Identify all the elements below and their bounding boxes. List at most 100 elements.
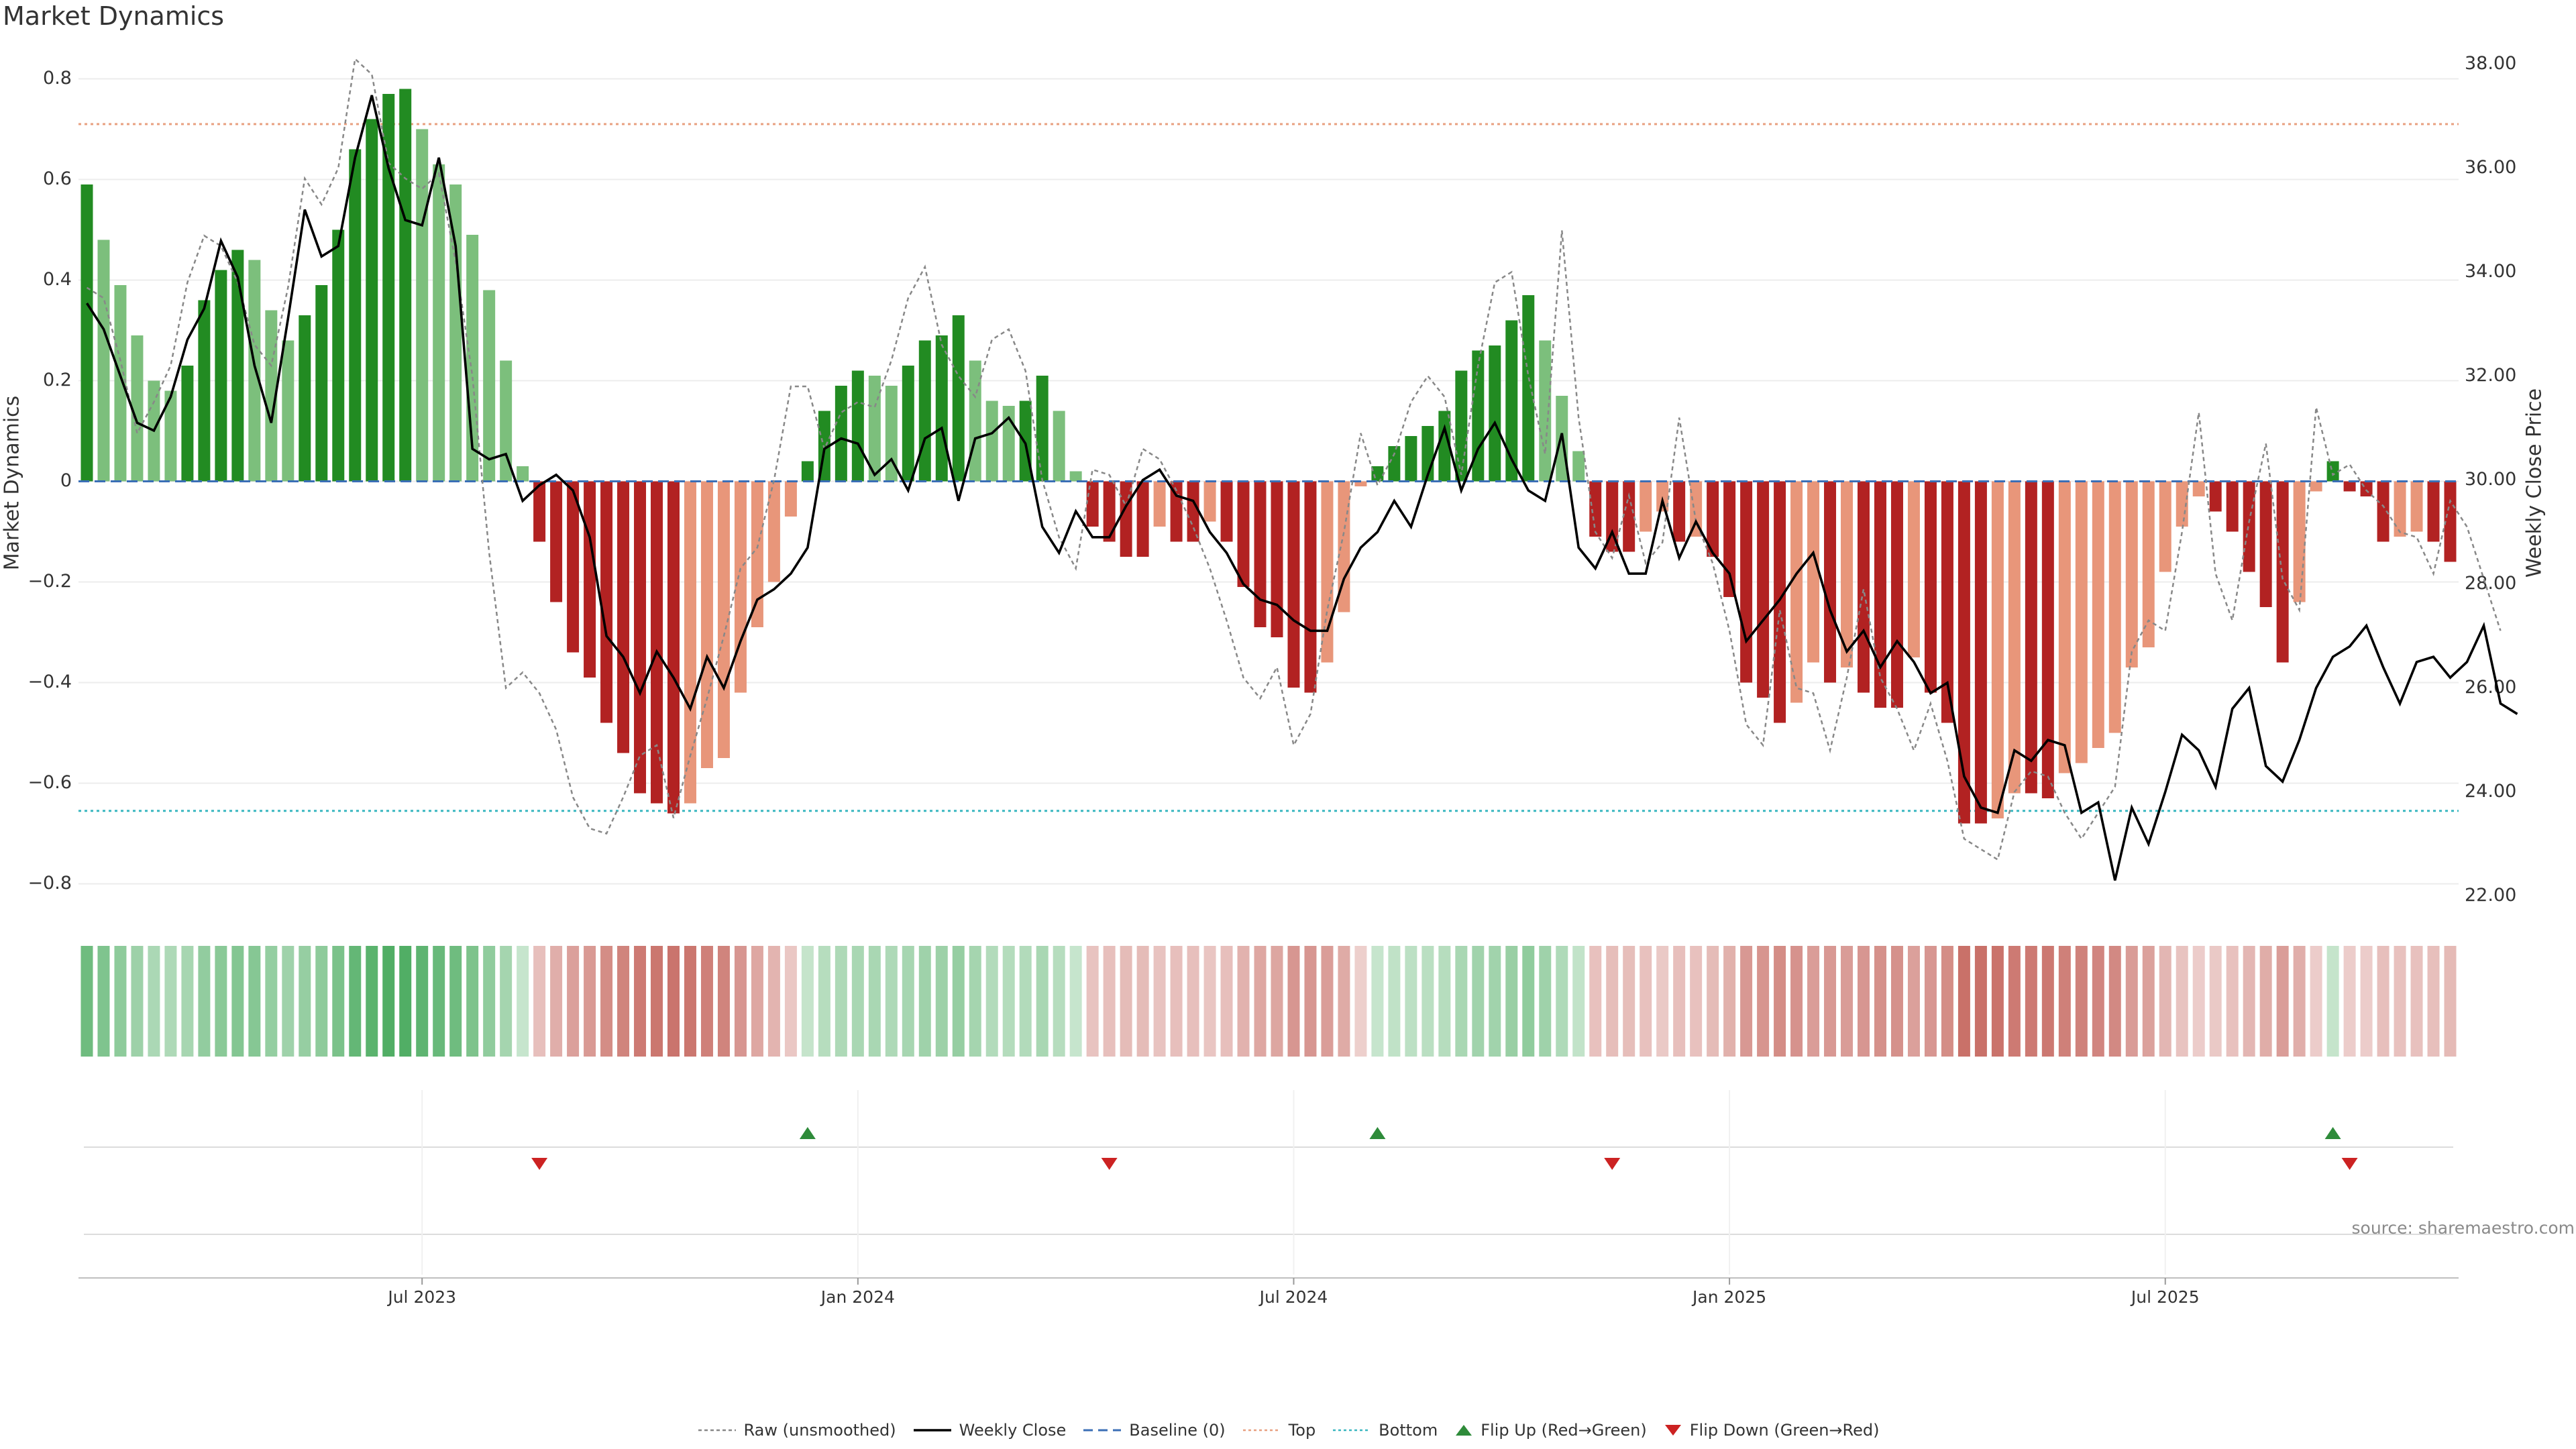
bar bbox=[1086, 481, 1099, 527]
chart-title: Market Dynamics bbox=[3, 1, 225, 31]
bar bbox=[131, 335, 144, 482]
strip-cell bbox=[1539, 946, 1552, 1057]
strip-cell bbox=[1371, 946, 1384, 1057]
flip-up-marker bbox=[799, 1127, 816, 1139]
legend-label-close: Weekly Close bbox=[959, 1421, 1067, 1440]
strip-cell bbox=[2176, 946, 2188, 1057]
strip-cell bbox=[851, 946, 864, 1057]
y-right-tick-label: 26.00 bbox=[2465, 677, 2516, 698]
strip-cell bbox=[299, 946, 311, 1057]
bar bbox=[2041, 481, 2054, 798]
strip-cell bbox=[1723, 946, 1736, 1057]
strip-cell bbox=[868, 946, 881, 1057]
bar bbox=[299, 315, 311, 482]
strip-cell bbox=[1572, 946, 1585, 1057]
bar bbox=[2025, 481, 2037, 794]
strip-cell bbox=[1086, 946, 1099, 1057]
legend-label-flip-down: Flip Down (Green→Red) bbox=[1689, 1421, 1880, 1440]
strip-cell bbox=[667, 946, 680, 1057]
strip-cell bbox=[1472, 946, 1485, 1057]
legend-item-flip-down: Flip Down (Green→Red) bbox=[1663, 1421, 1880, 1440]
bar bbox=[1321, 481, 1334, 663]
bar bbox=[1153, 481, 1166, 527]
bar bbox=[801, 461, 814, 482]
strip-cell bbox=[416, 946, 429, 1057]
legend-swatch-flip-up bbox=[1456, 1425, 1472, 1436]
y-right-tick-label: 24.00 bbox=[2465, 781, 2516, 802]
strip-cell bbox=[2394, 946, 2406, 1057]
bar bbox=[1405, 436, 1417, 482]
y-left-tick-label: 0 bbox=[60, 470, 72, 491]
strip-cell bbox=[634, 946, 647, 1057]
flip-down-marker bbox=[2341, 1158, 2358, 1170]
weekly-close-line bbox=[85, 95, 2518, 881]
strip-cell bbox=[550, 946, 563, 1057]
bar bbox=[1505, 320, 1518, 482]
strip-cell bbox=[2410, 946, 2423, 1057]
legend-swatch-top bbox=[1242, 1429, 1281, 1432]
bar bbox=[2276, 481, 2289, 663]
bar bbox=[2377, 481, 2390, 542]
bar bbox=[1924, 481, 1937, 693]
bar bbox=[1354, 481, 1367, 486]
bar bbox=[2192, 481, 2205, 496]
strip-cell bbox=[801, 946, 814, 1057]
bar bbox=[2394, 481, 2406, 537]
bar bbox=[449, 184, 462, 482]
strip-cell bbox=[1556, 946, 1568, 1057]
x-tick-label: Jul 2025 bbox=[2130, 1287, 2200, 1307]
y-left-tick-label: −0.4 bbox=[28, 672, 72, 692]
bar bbox=[164, 390, 177, 482]
strip-cell bbox=[2343, 946, 2356, 1057]
bar bbox=[366, 119, 378, 482]
bar bbox=[2142, 481, 2155, 647]
legend-swatch-close bbox=[913, 1429, 951, 1432]
bar bbox=[533, 481, 546, 542]
bar bbox=[584, 481, 596, 678]
bar bbox=[248, 260, 261, 482]
strip-cell bbox=[97, 946, 110, 1057]
strip-cell bbox=[2092, 946, 2104, 1057]
strip-cell bbox=[1974, 946, 1987, 1057]
strip-cell bbox=[181, 946, 194, 1057]
bar bbox=[550, 481, 563, 602]
bar bbox=[1707, 481, 1719, 557]
strip-cell bbox=[2041, 946, 2054, 1057]
strip-cell bbox=[2108, 946, 2121, 1057]
legend-label-bottom: Bottom bbox=[1379, 1421, 1438, 1440]
bar bbox=[1388, 446, 1401, 482]
strip-cell bbox=[1354, 946, 1367, 1057]
x-tick-label: Jan 2025 bbox=[1691, 1287, 1766, 1307]
bar bbox=[969, 360, 981, 482]
strip-cell bbox=[969, 946, 981, 1057]
bar bbox=[2444, 481, 2457, 562]
strip-cell bbox=[433, 946, 445, 1057]
strip-cell bbox=[265, 946, 278, 1057]
strip-cell bbox=[1019, 946, 1032, 1057]
strip-cell bbox=[684, 946, 696, 1057]
strip-cell bbox=[2326, 946, 2339, 1057]
bar bbox=[198, 300, 211, 482]
strip-cell bbox=[2276, 946, 2289, 1057]
bar bbox=[2125, 481, 2138, 667]
flip-up-marker bbox=[2324, 1127, 2341, 1139]
strip-cell bbox=[1187, 946, 1199, 1057]
bar bbox=[851, 370, 864, 482]
legend: Raw (unsmoothed) Weekly Close Baseline (… bbox=[0, 1421, 2576, 1440]
strip-cell bbox=[2259, 946, 2272, 1057]
bar bbox=[751, 481, 763, 627]
bar bbox=[902, 366, 914, 482]
bar bbox=[483, 290, 496, 482]
strip-cell bbox=[1254, 946, 1267, 1057]
strip-cell bbox=[751, 946, 763, 1057]
strip-cell bbox=[1002, 946, 1015, 1057]
y-left-tick-label: 0.8 bbox=[43, 68, 72, 89]
strip-cell bbox=[985, 946, 998, 1057]
strip-cell bbox=[215, 946, 227, 1057]
strip-cell bbox=[1640, 946, 1652, 1057]
strip-cell bbox=[1421, 946, 1434, 1057]
strip-cell bbox=[231, 946, 244, 1057]
bar bbox=[1740, 481, 1753, 683]
bar bbox=[2293, 481, 2306, 602]
bar bbox=[1572, 451, 1585, 482]
